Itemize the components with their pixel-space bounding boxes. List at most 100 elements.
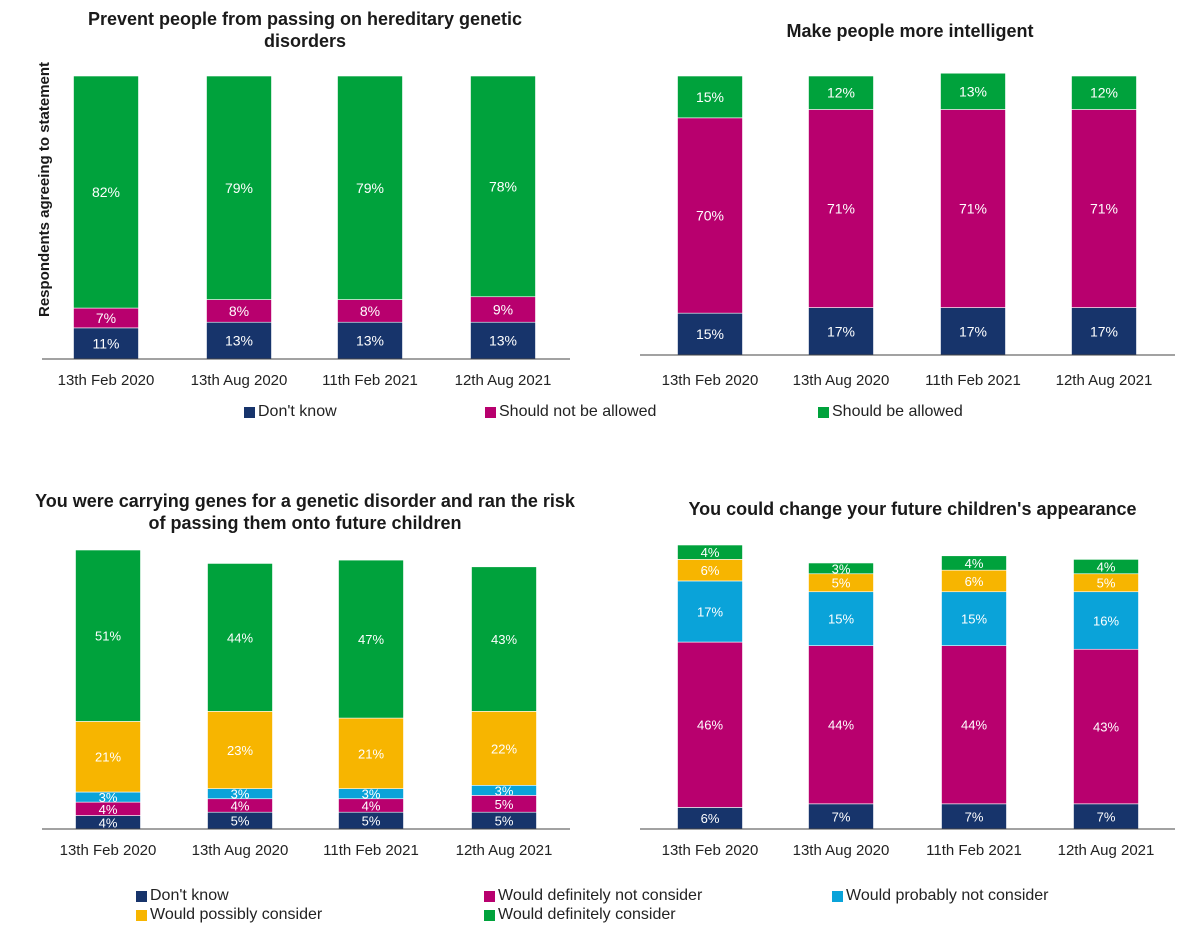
- x-tick-label: 13th Aug 2020: [793, 372, 890, 389]
- bar-segment: [207, 563, 273, 712]
- bar-segment: [677, 117, 743, 314]
- data-label: 22%: [491, 741, 517, 756]
- data-label: 4%: [701, 545, 720, 560]
- bar-segment: [206, 75, 272, 300]
- bar-segment: [73, 75, 139, 309]
- bar-segment: [1071, 75, 1137, 110]
- data-label: 71%: [959, 201, 987, 217]
- data-label: 15%: [961, 612, 987, 627]
- bar-segment: [1073, 591, 1139, 650]
- data-label: 3%: [231, 787, 250, 802]
- legend-label: Would probably not consider: [846, 887, 1049, 904]
- bar-segment: [75, 549, 141, 722]
- data-label: 13%: [959, 83, 987, 99]
- data-label: 15%: [696, 326, 724, 342]
- data-label: 47%: [358, 632, 384, 647]
- chart-2-title: Make people more intelligent: [786, 21, 1034, 41]
- legend-label: Would definitely not consider: [498, 887, 703, 904]
- chart-1-title: Prevent people from passing on hereditar…: [87, 9, 523, 51]
- data-label: 3%: [495, 783, 514, 798]
- data-label: 71%: [827, 201, 855, 217]
- data-label: 43%: [491, 632, 517, 647]
- x-tick-label: 11th Feb 2021: [926, 842, 1022, 859]
- bar-segment: [941, 803, 1007, 830]
- bar-segment: [338, 717, 404, 789]
- x-tick-label: 12th Aug 2021: [455, 372, 552, 389]
- legend-swatch: [818, 406, 829, 418]
- x-tick-label: 12th Aug 2021: [1056, 372, 1153, 389]
- data-label: 17%: [697, 605, 723, 620]
- x-tick-label: 13th Aug 2020: [793, 842, 890, 859]
- legend-swatch: [484, 909, 495, 921]
- x-tick-label: 11th Feb 2021: [323, 842, 419, 859]
- legend-item-should-not-be-allowed: Should not be allowed: [485, 403, 656, 421]
- bar-segment: [337, 75, 403, 300]
- x-tick-label: 13th Feb 2020: [662, 372, 759, 389]
- x-tick-label: 13th Aug 2020: [192, 842, 289, 859]
- data-label: 13%: [489, 333, 517, 349]
- legend-label: Don't know: [258, 403, 337, 420]
- data-label: 4%: [231, 798, 250, 813]
- data-label: 5%: [832, 576, 851, 591]
- data-label: 8%: [229, 303, 249, 319]
- data-label: 11%: [93, 335, 120, 351]
- data-label: 7%: [96, 310, 116, 326]
- data-label: 79%: [356, 180, 384, 196]
- data-label: 79%: [225, 180, 253, 196]
- data-label: 43%: [1093, 720, 1119, 735]
- data-label: 17%: [959, 323, 987, 339]
- data-label: 5%: [231, 814, 250, 829]
- data-label: 3%: [832, 561, 851, 576]
- bar-segment: [808, 562, 874, 575]
- legend-item-would-definitely-consider: Would definitely consider: [484, 906, 676, 924]
- bar-segment: [808, 307, 874, 356]
- bar-segment: [470, 321, 536, 360]
- bar-segment: [73, 327, 139, 360]
- data-label: 4%: [362, 798, 381, 813]
- data-label: 4%: [99, 802, 118, 817]
- bar-segment: [940, 72, 1006, 110]
- bar-segment: [1071, 307, 1137, 356]
- data-label: 6%: [701, 811, 720, 826]
- data-label: 3%: [362, 787, 381, 802]
- data-label: 71%: [1090, 201, 1118, 217]
- x-tick-label: 11th Feb 2021: [322, 372, 418, 389]
- legend-swatch: [832, 890, 843, 902]
- data-label: 44%: [227, 630, 253, 645]
- data-label: 16%: [1093, 613, 1119, 628]
- bar-segment: [338, 559, 404, 719]
- x-tick-label: 12th Aug 2021: [1058, 842, 1155, 859]
- legend-swatch: [136, 909, 147, 921]
- bar-segment: [677, 544, 743, 560]
- data-label: 6%: [965, 574, 984, 589]
- legend-swatch: [484, 890, 495, 902]
- data-label: 13%: [356, 333, 384, 349]
- data-label: 21%: [358, 746, 384, 761]
- legend-label: Should not be allowed: [499, 403, 657, 420]
- data-label: 8%: [360, 303, 380, 319]
- bar-segment: [940, 109, 1006, 308]
- bar-segment: [206, 321, 272, 360]
- data-label: 4%: [1097, 560, 1116, 575]
- data-label: 70%: [696, 208, 724, 224]
- data-label: 7%: [832, 809, 851, 824]
- data-label: 3%: [99, 790, 118, 805]
- legend-label: Would possibly consider: [150, 906, 323, 923]
- x-tick-label: 13th Feb 2020: [58, 372, 155, 389]
- bar-segment: [941, 591, 1007, 646]
- x-tick-label: 11th Feb 2021: [925, 372, 1021, 389]
- data-label: 6%: [701, 563, 720, 578]
- data-label: 13%: [225, 333, 253, 349]
- bar-segment: [940, 307, 1006, 356]
- bar-segment: [808, 75, 874, 110]
- x-tick-label: 13th Feb 2020: [60, 842, 157, 859]
- legend-swatch: [485, 406, 496, 418]
- data-label: 7%: [965, 809, 984, 824]
- legend-item-dont-know: Don't know: [136, 887, 229, 905]
- legend-item-dont-know: Don't know: [244, 403, 337, 421]
- data-label: 7%: [1097, 809, 1116, 824]
- bar-segment: [677, 75, 743, 119]
- legend-label: Would definitely consider: [498, 906, 676, 923]
- data-label: 9%: [493, 301, 513, 317]
